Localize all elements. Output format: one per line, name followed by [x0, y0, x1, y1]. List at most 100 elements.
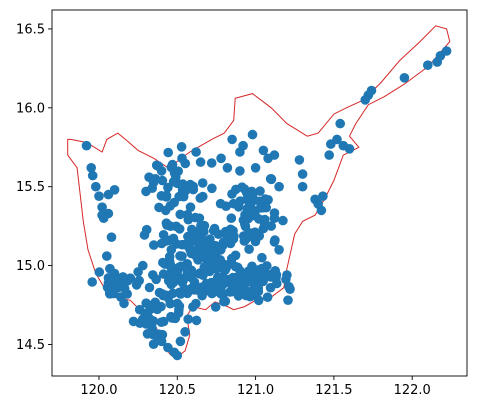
data-point [197, 178, 208, 188]
data-point [208, 225, 219, 236]
data-point [193, 285, 204, 295]
data-point [94, 191, 104, 201]
data-point [247, 277, 258, 287]
data-point [160, 236, 171, 246]
data-point [97, 202, 107, 212]
data-point [158, 269, 169, 279]
data-point [158, 257, 168, 268]
x-tick-label: 121.0 [237, 383, 274, 398]
data-point [118, 272, 128, 282]
data-point [255, 203, 266, 213]
data-point [283, 295, 293, 306]
data-point [175, 336, 186, 347]
data-point [441, 46, 452, 56]
y-tick-label: 15.5 [16, 180, 45, 195]
data-point [141, 298, 151, 309]
data-point [267, 272, 278, 282]
data-point [165, 259, 176, 270]
data-point [228, 272, 238, 283]
data-point [157, 175, 168, 186]
data-point [244, 244, 254, 254]
data-point [205, 234, 215, 244]
data-point [220, 296, 231, 307]
data-point [147, 329, 158, 340]
data-point [260, 268, 271, 279]
data-point [255, 186, 265, 196]
x-tick-label: 122.0 [394, 383, 431, 398]
data-point [185, 202, 196, 212]
data-point [91, 181, 101, 192]
data-point [191, 315, 202, 326]
data-point [172, 350, 183, 361]
data-point [168, 177, 179, 187]
data-point [262, 292, 273, 303]
data-point [154, 202, 164, 213]
data-point [138, 260, 148, 271]
data-point [265, 174, 276, 184]
data-point [238, 281, 249, 291]
data-point [191, 147, 201, 157]
data-point [165, 298, 176, 309]
data-point [235, 266, 245, 276]
data-point [180, 158, 191, 169]
data-point [226, 213, 237, 223]
data-point [244, 227, 254, 238]
data-point [221, 229, 231, 240]
data-point [139, 230, 150, 240]
data-point [94, 267, 105, 277]
data-point [324, 150, 335, 160]
data-point [239, 236, 250, 246]
data-point [175, 209, 185, 220]
data-point [143, 318, 154, 328]
data-point [366, 85, 377, 96]
x-tick-label: 120.0 [80, 383, 117, 398]
data-point [183, 231, 193, 242]
data-point [204, 286, 215, 296]
data-point [171, 267, 182, 278]
data-point [332, 134, 342, 145]
data-point [171, 239, 182, 249]
data-point [131, 280, 142, 290]
data-point [177, 277, 188, 288]
data-point [158, 289, 168, 299]
data-point [318, 191, 328, 201]
data-point [175, 289, 186, 299]
data-point [154, 335, 165, 346]
data-point [186, 248, 197, 259]
data-point [182, 209, 193, 220]
data-point [182, 266, 192, 276]
data-point [176, 142, 187, 152]
data-point [109, 185, 120, 195]
data-point [86, 163, 96, 173]
data-point [344, 144, 355, 154]
data-point [119, 298, 129, 309]
data-point [87, 277, 97, 287]
data-point [144, 282, 155, 293]
data-point [258, 145, 269, 156]
data-point [188, 302, 198, 312]
data-point [269, 150, 280, 160]
data-point [149, 240, 159, 250]
data-point [250, 236, 261, 247]
data-point [227, 134, 237, 145]
data-point [163, 147, 173, 158]
data-point [151, 160, 162, 171]
data-point [215, 198, 226, 209]
data-point [199, 262, 210, 272]
data-point [102, 251, 112, 261]
data-point [106, 232, 117, 242]
data-point [233, 291, 244, 301]
data-point [109, 275, 119, 285]
data-point [206, 158, 217, 168]
data-point [210, 240, 221, 251]
data-point [161, 218, 172, 228]
data-point [231, 184, 241, 195]
data-point [97, 210, 107, 220]
data-point [198, 270, 208, 281]
data-point [175, 251, 185, 261]
data-point [423, 60, 433, 70]
data-point [187, 224, 197, 235]
data-point [247, 129, 258, 140]
data-point [242, 203, 253, 214]
data-point [250, 163, 261, 173]
